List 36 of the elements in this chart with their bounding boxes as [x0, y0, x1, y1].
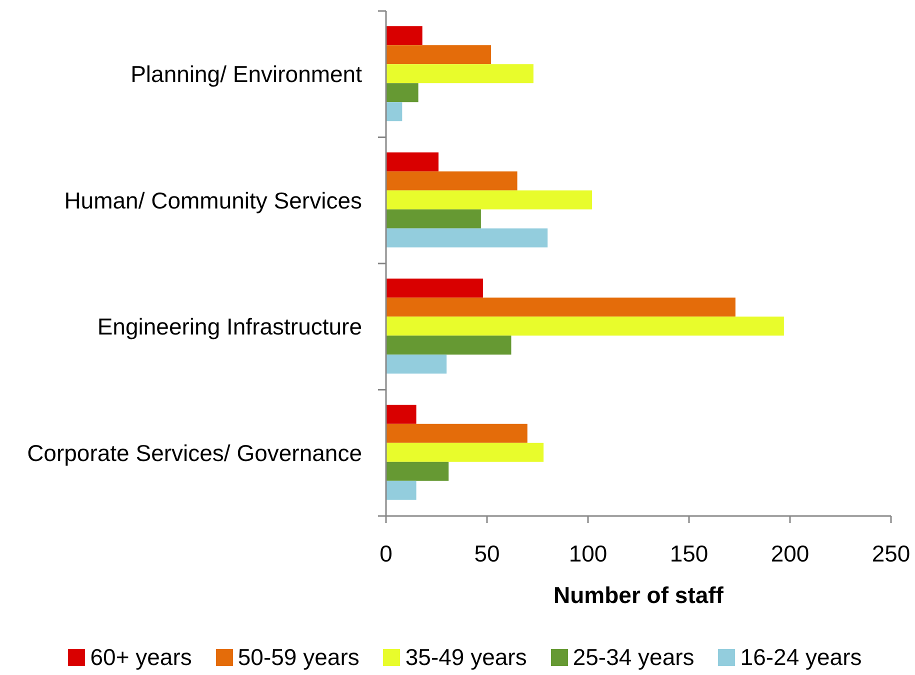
- x-tick-label: 50: [474, 540, 500, 566]
- legend-label: 60+ years: [90, 643, 192, 671]
- bar: [386, 336, 512, 355]
- bar: [386, 354, 447, 374]
- bar: [386, 298, 736, 317]
- x-tick-label: 0: [380, 540, 392, 566]
- y-tick-label: Planning/ Environment: [130, 61, 363, 88]
- y-tick-label: Human/ Community Services: [64, 187, 362, 214]
- legend-label: 35-49 years: [405, 643, 527, 671]
- bar: [386, 190, 592, 210]
- legend-label: 16-24 years: [740, 643, 862, 671]
- bar: [386, 171, 518, 190]
- bar: [386, 45, 492, 64]
- bar: [386, 26, 422, 46]
- bar: [386, 228, 548, 248]
- legend-label: 25-34 years: [572, 643, 694, 671]
- y-tick-label: Corporate Services/ Governance: [27, 440, 362, 466]
- bar: [386, 278, 483, 298]
- bar: [386, 83, 418, 102]
- legend-label: 50-59 years: [238, 643, 360, 671]
- bar: [386, 462, 449, 481]
- bar: [386, 209, 481, 228]
- bar: [386, 64, 534, 84]
- bar: [386, 480, 416, 500]
- bar: [386, 152, 439, 172]
- bar: [386, 442, 544, 462]
- x-tick-label: 200: [770, 540, 810, 566]
- bar: [386, 404, 416, 424]
- x-tick-label: 100: [568, 540, 608, 566]
- bar: [386, 424, 528, 443]
- bar: [386, 316, 784, 336]
- bar: [386, 102, 402, 122]
- x-tick-label: 150: [670, 540, 708, 566]
- x-tick-label: 250: [872, 540, 910, 566]
- x-axis-title: Number of staff: [554, 582, 724, 608]
- y-tick-label: Engineering Infrastructure: [97, 314, 362, 340]
